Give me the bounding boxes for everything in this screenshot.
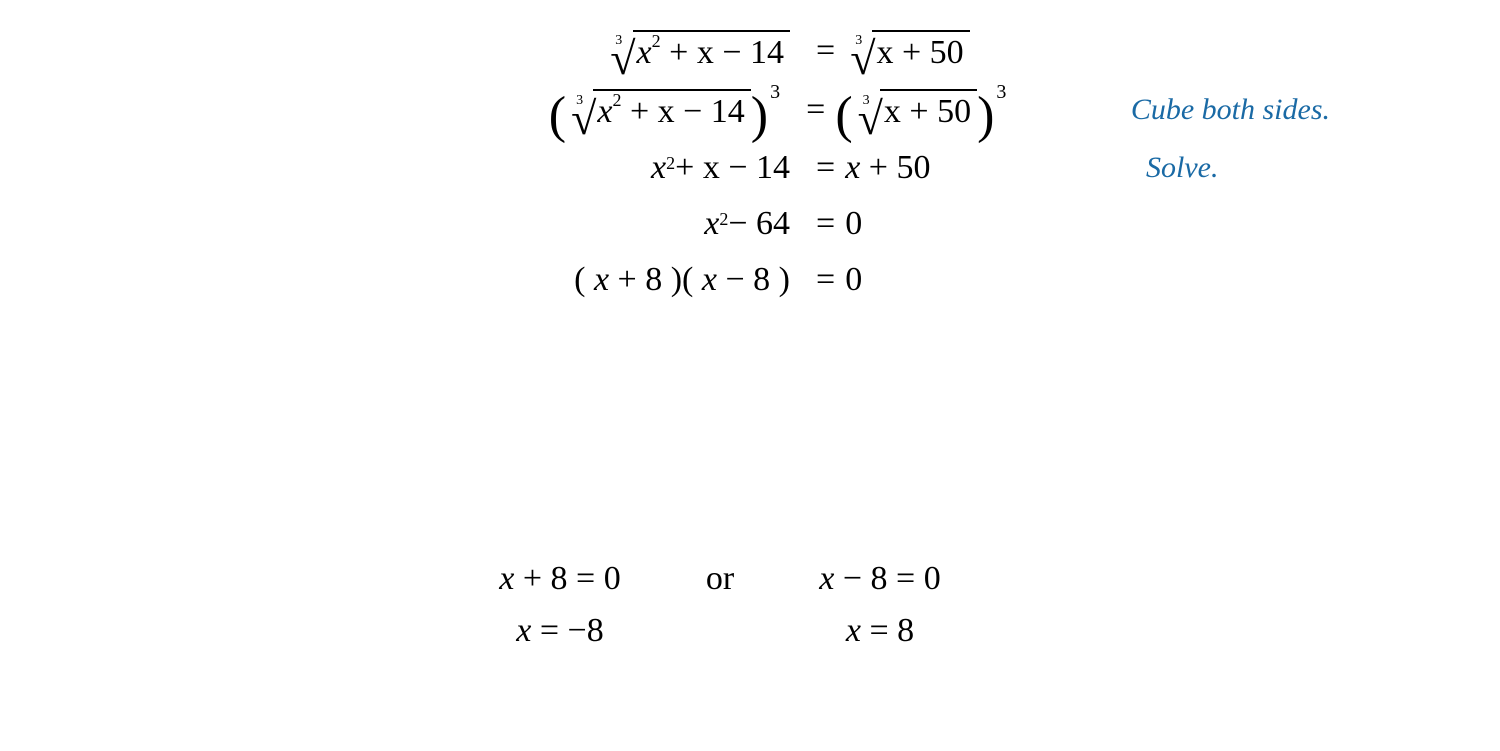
step-4-rhs: = 0 — [806, 205, 1106, 243]
surd-icon: √ — [858, 103, 883, 135]
solutions-block: x + 8 = 0 or x − 8 = 0 x = −8 x = 8 — [370, 560, 1070, 664]
surd-icon: √ — [610, 43, 635, 75]
radicand: x + 50 — [872, 30, 969, 71]
radicand: x2 + x − 14 — [633, 30, 790, 71]
open-paren: ( — [549, 98, 566, 134]
equals-sign: = — [806, 91, 825, 129]
cube-root-lhs: 3 √ x2 + x − 14 — [605, 30, 790, 71]
var-x: x — [637, 34, 652, 71]
or-label: or — [680, 560, 760, 598]
step-5: ( x + 8 )( x − 8 ) = 0 — [230, 261, 1330, 299]
step-1: 3 √ x2 + x − 14 = 3 √ x + 50 — [230, 30, 1330, 71]
close-paren: ) — [751, 98, 768, 134]
cube-root-rhs: 3 √ x + 50 — [845, 30, 969, 71]
step-5-lhs: ( x + 8 )( x − 8 ) — [230, 261, 790, 299]
step-1-rhs: = 3 √ x + 50 — [806, 30, 1106, 71]
equals-sign: = — [816, 261, 835, 299]
var-x: x — [597, 93, 612, 130]
math-worked-example: 3 √ x2 + x − 14 = 3 √ x + 50 ( — [0, 0, 1500, 751]
step-2-lhs: ( 3 √ x2 + x − 14 )3 — [230, 89, 780, 130]
surd-icon: √ — [850, 43, 875, 75]
equals-sign: = — [816, 32, 835, 70]
cube-root-rhs: 3 √ x + 50 — [853, 89, 977, 130]
step-2-annotation: Cube both sides. — [1131, 93, 1330, 127]
step-2-rhs: = ( 3 √ x + 50 )3 — [796, 89, 1091, 130]
open-paren: ( — [835, 98, 852, 134]
exponent: 2 — [719, 209, 728, 230]
solution-right-val: x = 8 — [760, 612, 1000, 650]
factored-form: ( x + 8 )( x − 8 ) — [574, 261, 790, 299]
solution-left-eq: x + 8 = 0 — [440, 560, 680, 598]
var-x: x — [651, 149, 666, 187]
terms: − 64 — [728, 205, 790, 243]
step-3-annotation: Solve. — [1146, 151, 1218, 185]
solution-right-eq: x − 8 = 0 — [760, 560, 1000, 598]
zero: 0 — [845, 205, 862, 243]
step-3-rhs: = x + 50 — [806, 149, 1106, 187]
var-x: x — [704, 205, 719, 243]
exponent: 2 — [666, 153, 675, 174]
equals-sign: = — [816, 149, 835, 187]
terms: + x − 14 — [661, 34, 784, 71]
exponent: 2 — [652, 31, 661, 51]
terms: + x − 14 — [675, 149, 790, 187]
cube-root-lhs: 3 √ x2 + x − 14 — [566, 89, 751, 130]
outer-exponent: 3 — [996, 81, 1006, 104]
zero: 0 — [845, 261, 862, 299]
radicand: x + 50 — [880, 89, 977, 130]
exponent: 2 — [612, 90, 621, 110]
derivation-steps: 3 √ x2 + x − 14 = 3 √ x + 50 ( — [230, 30, 1330, 317]
step-3-lhs: x2 + x − 14 — [230, 149, 790, 187]
step-2: ( 3 √ x2 + x − 14 )3 = ( 3 √ x + 50 — [230, 89, 1330, 130]
radicand: x2 + x − 14 — [593, 89, 750, 130]
step-1-lhs: 3 √ x2 + x − 14 — [230, 30, 790, 71]
equals-sign: = — [816, 205, 835, 243]
step-4-lhs: x2 − 64 — [230, 205, 790, 243]
close-paren: ) — [977, 98, 994, 134]
step-4: x2 − 64 = 0 — [230, 205, 1330, 243]
solution-left-val: x = −8 — [440, 612, 680, 650]
outer-exponent: 3 — [770, 81, 780, 104]
surd-icon: √ — [571, 103, 596, 135]
step-3: x2 + x − 14 = x + 50 Solve. — [230, 149, 1330, 187]
step-5-rhs: = 0 — [806, 261, 1106, 299]
terms: + x − 14 — [621, 93, 744, 130]
solution-values: x = −8 x = 8 — [370, 612, 1070, 650]
solution-equations: x + 8 = 0 or x − 8 = 0 — [370, 560, 1070, 598]
